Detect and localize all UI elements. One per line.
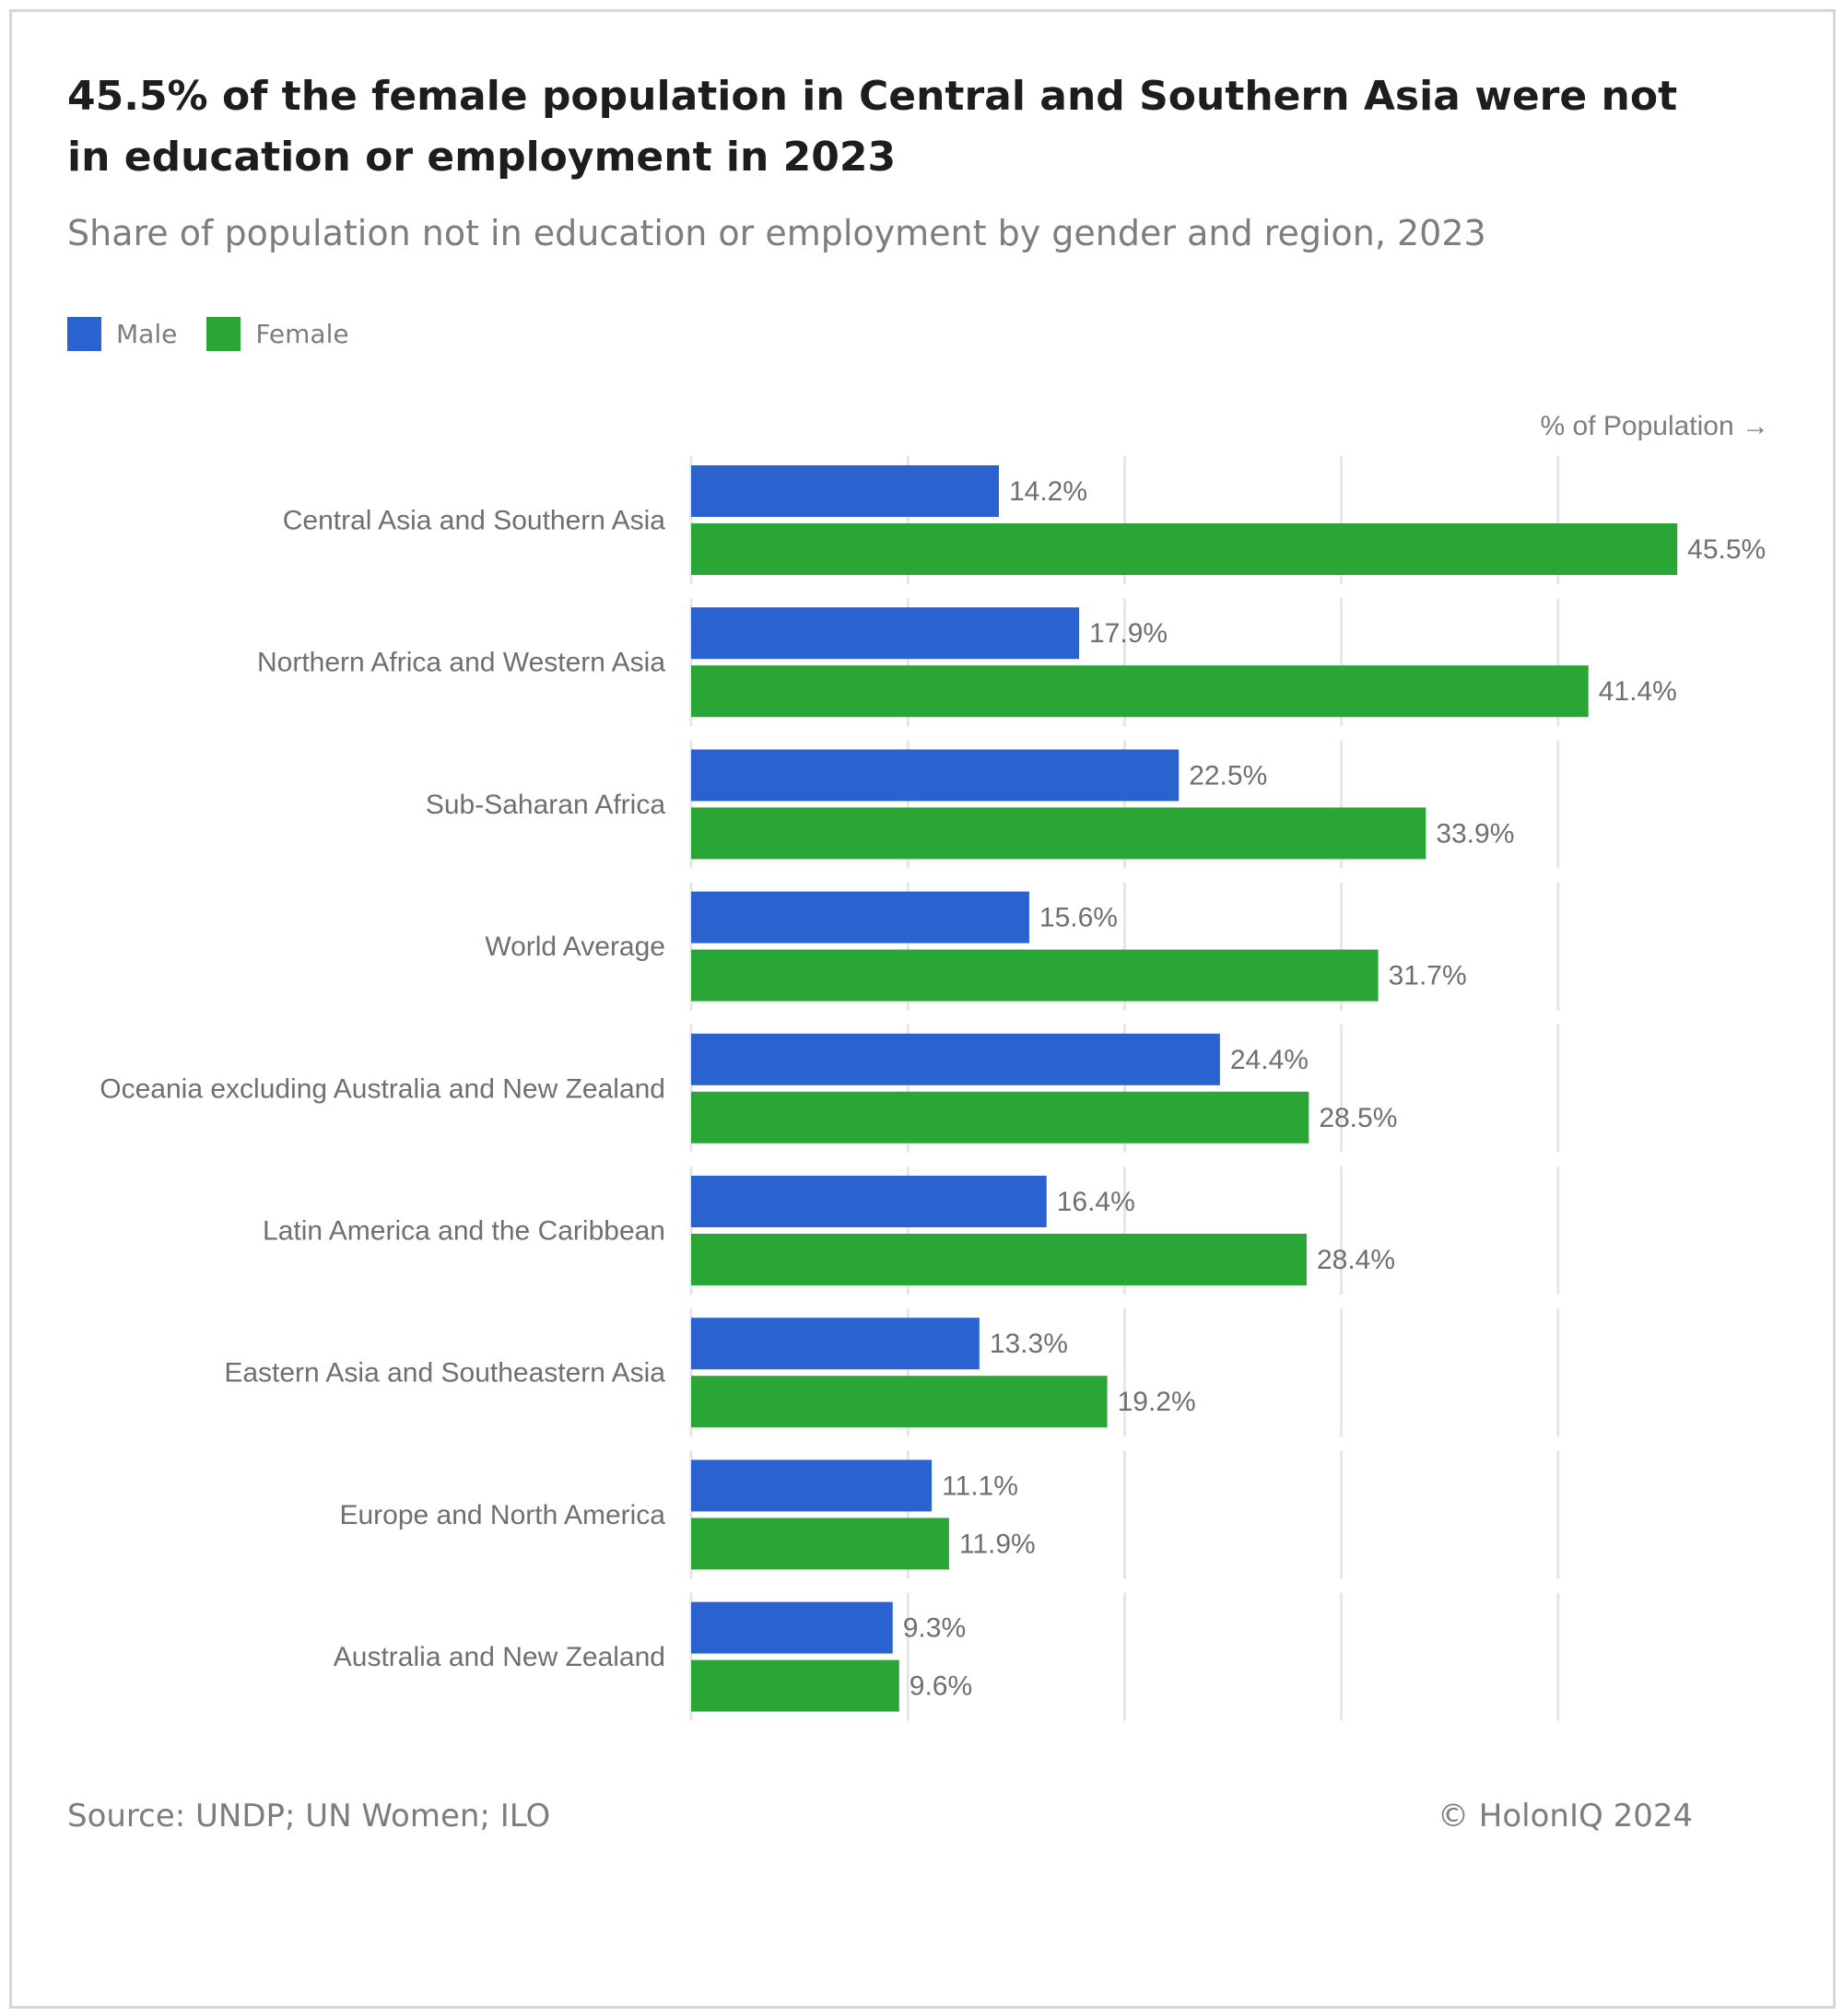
bar-male <box>691 607 1080 660</box>
bar-female <box>691 1518 949 1570</box>
bar-female <box>691 523 1678 575</box>
category-label: World Average <box>485 932 665 962</box>
data-label-male: 13.3% <box>990 1329 1068 1359</box>
data-label-female: 31.7% <box>1389 961 1467 991</box>
bar-female <box>691 1091 1309 1143</box>
data-label-female: 33.9% <box>1436 818 1514 849</box>
bar-female <box>691 807 1426 860</box>
bar-female <box>691 1376 1108 1428</box>
x-axis-note: % of Population → <box>1540 411 1769 441</box>
bar-male <box>691 1601 893 1654</box>
data-label-male: 11.1% <box>942 1471 1018 1501</box>
legend-swatch-female <box>206 316 241 351</box>
bar-female <box>691 1234 1307 1285</box>
bar-female <box>691 949 1379 1002</box>
legend: Male Female <box>67 316 379 351</box>
data-label-male: 9.3% <box>903 1613 966 1644</box>
data-label-male: 17.9% <box>1089 618 1168 649</box>
data-label-female: 28.5% <box>1319 1103 1397 1133</box>
data-label-male: 16.4% <box>1057 1187 1135 1217</box>
data-label-female: 9.6% <box>910 1671 972 1702</box>
data-label-male: 14.2% <box>1009 476 1087 507</box>
category-label: Eastern Asia and Southeastern Asia <box>224 1358 665 1389</box>
legend-item-male: Male <box>67 316 178 351</box>
data-label-male: 22.5% <box>1189 760 1267 791</box>
bar-female <box>691 1659 899 1712</box>
data-label-male: 15.6% <box>1039 903 1118 933</box>
category-label: Northern Africa and Western Asia <box>257 648 665 678</box>
category-label: Oceania excluding Australia and New Zeal… <box>100 1073 665 1104</box>
bar-male <box>691 1459 933 1512</box>
data-label-female: 45.5% <box>1687 534 1766 565</box>
source-note: Source: UNDP; UN Women; ILO <box>67 1798 551 1834</box>
bar-male <box>691 465 999 517</box>
category-label: Central Asia and Southern Asia <box>283 506 666 536</box>
legend-label-female: Female <box>255 318 349 349</box>
category-label: Sub-Saharan Africa <box>426 790 665 820</box>
chart-frame <box>9 9 1836 2009</box>
category-label: Europe and North America <box>339 1500 665 1530</box>
bar-male <box>691 749 1180 802</box>
data-label-female: 41.4% <box>1599 676 1677 707</box>
copyright-note: © HolonIQ 2024 <box>1438 1798 1694 1834</box>
data-label-female: 19.2% <box>1118 1387 1196 1417</box>
chart-title: 45.5% of the female population in Centra… <box>67 73 1678 181</box>
legend-swatch-male <box>67 316 101 351</box>
bar-male <box>691 1318 980 1370</box>
bar-male <box>691 1033 1220 1085</box>
data-label-male: 24.4% <box>1230 1045 1309 1075</box>
legend-label-male: Male <box>116 318 178 349</box>
legend-item-female: Female <box>206 316 349 351</box>
category-label: Latin America and the Caribbean <box>263 1216 665 1247</box>
data-label-female: 11.9% <box>959 1529 1036 1559</box>
bar-female <box>691 665 1589 718</box>
data-label-female: 28.4% <box>1317 1245 1395 1275</box>
bar-male <box>691 1176 1047 1227</box>
bar-male <box>691 891 1029 944</box>
category-label: Australia and New Zealand <box>334 1642 665 1672</box>
chart-subtitle: Share of population not in education or … <box>67 213 1486 253</box>
